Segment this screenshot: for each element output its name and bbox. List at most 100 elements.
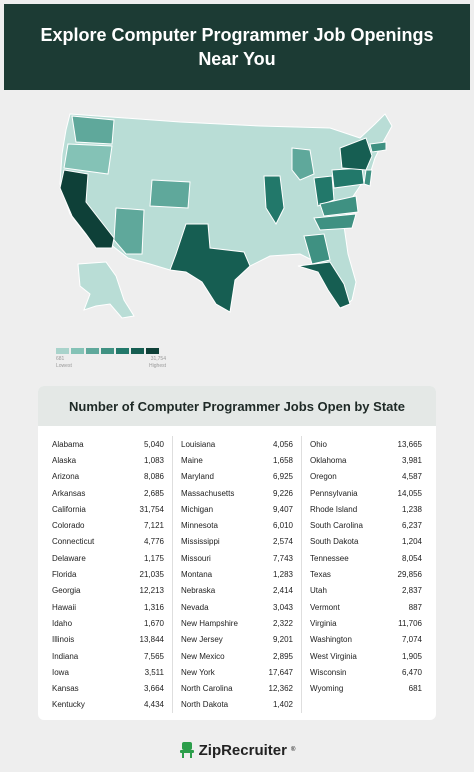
state-name: Pennsylvania (310, 488, 358, 498)
pennsylvania-shape (331, 167, 365, 189)
table-columns: Alabama 5,040 Alaska 1,083 Arizona 8,086 Arkan… (38, 426, 436, 714)
job-count: 4,776 (143, 537, 164, 547)
table-row: Rhode Island 1,238 (310, 501, 422, 517)
page-title: Explore Computer Programmer Job Openings… (40, 25, 434, 69)
table-row: Massachusetts 9,226 (181, 485, 293, 501)
job-count: 7,121 (143, 521, 164, 531)
state-name: Tennessee (310, 553, 349, 563)
table-row: North Dakota 1,402 (181, 697, 293, 713)
job-count: 681 (408, 684, 422, 694)
table-row: Pennsylvania 14,055 (310, 485, 422, 501)
job-count: 6,470 (401, 667, 422, 677)
job-count: 1,204 (401, 537, 422, 547)
job-count: 3,981 (401, 455, 422, 465)
oregon-shape (63, 143, 113, 175)
state-name: Colorado (52, 521, 85, 531)
legend-low-label: Lowest (56, 363, 72, 369)
new-jersey-shape (363, 169, 373, 187)
table-row: Tennessee 8,054 (310, 550, 422, 566)
state-name: Nevada (181, 602, 209, 612)
state-name: Arkansas (52, 488, 86, 498)
state-name: Washington (310, 635, 352, 645)
state-name: Wisconsin (310, 667, 347, 677)
state-name: Ohio (310, 439, 327, 449)
job-count: 8,086 (143, 472, 164, 482)
table-row: Louisiana 4,056 (181, 436, 293, 452)
job-count: 8,054 (401, 553, 422, 563)
job-count: 7,565 (143, 651, 164, 661)
us-map-graphic (59, 113, 393, 319)
jobs-by-state-table: Number of Computer Programmer Jobs Open … (38, 386, 436, 720)
state-name: Kentucky (52, 700, 85, 710)
table-row: Nevada 3,043 (181, 599, 293, 615)
us-map (30, 104, 450, 344)
legend-swatch (131, 348, 144, 354)
legend-max-value: 31,754 (150, 356, 166, 362)
table-row: Arkansas 2,685 (52, 485, 164, 501)
state-name: Montana (181, 570, 213, 580)
job-count: 4,056 (272, 439, 293, 449)
state-name: Hawaii (52, 602, 77, 612)
state-name: Massachusetts (181, 488, 235, 498)
job-count: 3,664 (143, 684, 164, 694)
table-row: Minnesota 6,010 (181, 517, 293, 533)
state-name: South Carolina (310, 521, 363, 531)
job-count: 9,226 (272, 488, 293, 498)
job-count: 1,402 (272, 700, 293, 710)
state-name: Alaska (52, 455, 77, 465)
table-row: New Jersey 9,201 (181, 632, 293, 648)
legend-swatch (56, 348, 69, 354)
table-row: Alabama 5,040 (52, 436, 164, 452)
registered-mark: ® (290, 747, 296, 753)
table-title: Number of Computer Programmer Jobs Open … (38, 386, 436, 426)
state-name: Vermont (310, 602, 340, 612)
table-row: Alaska 1,083 (52, 452, 164, 468)
table-row: Kansas 3,664 (52, 680, 164, 696)
table-row: New Mexico 2,895 (181, 648, 293, 664)
job-count: 2,414 (272, 586, 293, 596)
state-name: Minnesota (181, 521, 218, 531)
table-row: Mississippi 2,574 (181, 534, 293, 550)
legend-swatch (146, 348, 159, 354)
state-name: Arizona (52, 472, 80, 482)
job-count: 4,587 (401, 472, 422, 482)
michigan-shape (291, 147, 315, 181)
job-count: 2,685 (143, 488, 164, 498)
job-count: 1,083 (143, 455, 164, 465)
job-count: 1,316 (143, 602, 164, 612)
state-name: South Dakota (310, 537, 359, 547)
table-row: Florida 21,035 (52, 566, 164, 582)
legend-min-value: 681 (56, 356, 65, 362)
table-row: Connecticut 4,776 (52, 534, 164, 550)
job-count: 11,706 (398, 618, 422, 628)
arizona-shape (113, 207, 145, 255)
state-name: New Jersey (181, 635, 223, 645)
table-row: Maine 1,658 (181, 452, 293, 468)
state-name: New York (181, 667, 215, 677)
job-count: 9,407 (272, 504, 293, 514)
legend-swatches (56, 348, 166, 354)
new-york-shape (339, 137, 373, 171)
job-count: 13,844 (139, 635, 164, 645)
state-name: Texas (310, 570, 331, 580)
state-name: Idaho (52, 618, 73, 628)
job-count: 3,043 (272, 602, 293, 612)
colorado-shape (149, 179, 191, 209)
table-row: Wisconsin 6,470 (310, 664, 422, 680)
state-name: Virginia (310, 618, 337, 628)
state-name: Missouri (181, 553, 211, 563)
job-count: 14,055 (397, 488, 422, 498)
state-name: Wyoming (310, 684, 344, 694)
job-count: 1,905 (401, 651, 422, 661)
table-row: North Carolina 12,362 (181, 680, 293, 696)
table-row: Virginia 11,706 (310, 615, 422, 631)
job-count: 6,925 (272, 472, 293, 482)
state-name: New Hampshire (181, 618, 238, 628)
state-name: Nebraska (181, 586, 216, 596)
job-count: 1,283 (272, 570, 293, 580)
table-row: New York 17,647 (181, 664, 293, 680)
zip-chair-icon (179, 742, 194, 758)
georgia-shape (303, 233, 331, 265)
state-name: Delaware (52, 553, 86, 563)
state-name: Oregon (310, 472, 337, 482)
